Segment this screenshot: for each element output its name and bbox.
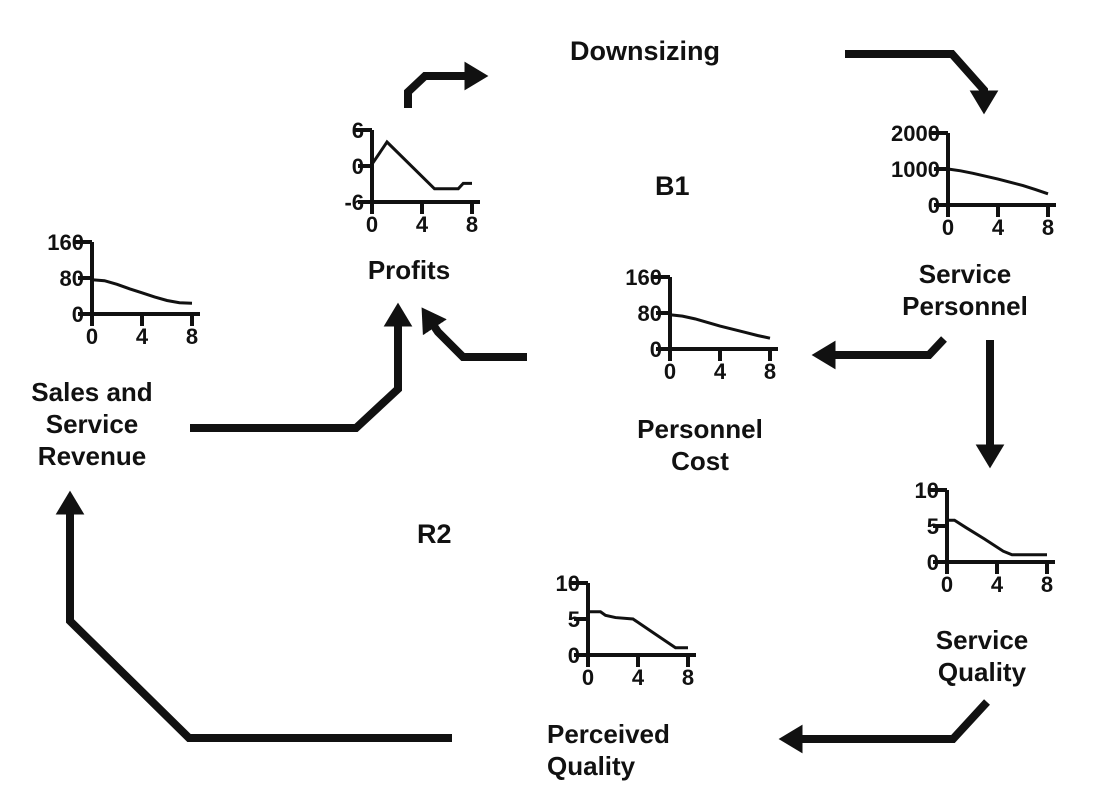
arrow-service-personnel-to-personnel-cost [811,336,947,370]
svg-text:0: 0 [928,193,940,218]
svg-text:0: 0 [941,572,953,597]
svg-text:80: 80 [638,301,662,326]
label-line: Revenue [37,441,147,471]
label-line: Cost [671,446,729,476]
arrow-personnel-cost-to-profits [421,307,527,361]
label-line: Profits [367,255,451,285]
svg-text:160: 160 [625,265,662,290]
arrow-perceived-quality-to-sales-revenue [55,490,452,742]
personnel-cost-label: Personnel Cost [610,413,790,477]
downsizing-label: Downsizing [570,36,720,66]
label-line: Perceived [547,719,670,749]
perceived-quality-label: Perceived Quality [547,718,767,782]
svg-text:4: 4 [136,324,149,349]
svg-text:-6: -6 [344,190,364,215]
sales-service-revenue-label: Sales and Service Revenue [2,376,182,472]
arrow-downsizing-to-service-personnel [845,50,999,115]
service-quality-label: Service Quality [892,624,1072,688]
svg-text:8: 8 [186,324,198,349]
svg-text:0: 0 [568,643,580,668]
svg-text:0: 0 [664,359,676,384]
svg-text:8: 8 [764,359,776,384]
loop-r2-label: R2 [417,519,452,549]
label-line: Service [935,625,1029,655]
label-line: Sales and [31,377,153,407]
service-personnel-chart: 2000 1000 0 0 4 8 [890,121,1070,243]
personnel-cost-chart: 160 80 0 0 4 8 [612,265,792,387]
label-line: Personnel [637,414,763,444]
svg-text:2000: 2000 [891,121,940,146]
svg-text:5: 5 [568,607,580,632]
label-line: Quality [547,751,636,781]
arrow-service-quality-to-perceived-quality [778,699,990,754]
svg-text:8: 8 [1041,572,1053,597]
svg-text:4: 4 [992,215,1005,240]
label-line: Personnel [902,291,1028,321]
svg-text:0: 0 [366,212,378,237]
profits-chart: 6 0 -6 0 4 8 [314,118,494,240]
svg-text:8: 8 [682,665,694,690]
svg-text:0: 0 [72,302,84,327]
svg-text:4: 4 [991,572,1004,597]
svg-text:6: 6 [352,118,364,143]
svg-text:0: 0 [650,337,662,362]
profits-label: Profits [319,254,499,286]
label-line: Quality [937,657,1027,687]
svg-text:5: 5 [927,514,939,539]
label-line: Service [45,409,139,439]
service-personnel-label: Service Personnel [870,258,1060,322]
svg-text:0: 0 [927,550,939,575]
svg-text:4: 4 [632,665,645,690]
arrow-profits-to-downsizing [404,61,489,108]
svg-text:80: 80 [60,266,84,291]
svg-text:0: 0 [352,154,364,179]
svg-text:1000: 1000 [891,157,940,182]
loop-b1-label: B1 [655,171,690,201]
label-line: Service [918,259,1012,289]
svg-text:8: 8 [1042,215,1054,240]
svg-text:4: 4 [714,359,727,384]
arrow-sales-revenue-to-profits [190,302,413,432]
sales-service-revenue-chart: 160 80 0 0 4 8 [34,230,214,352]
perceived-quality-chart: 10 5 0 0 4 8 [530,571,710,693]
service-quality-chart: 10 5 0 0 4 8 [889,478,1069,600]
svg-text:10: 10 [915,478,939,503]
svg-text:0: 0 [582,665,594,690]
svg-text:4: 4 [416,212,429,237]
svg-text:0: 0 [86,324,98,349]
svg-text:0: 0 [942,215,954,240]
svg-text:160: 160 [47,230,84,255]
svg-text:10: 10 [556,571,580,596]
svg-text:8: 8 [466,212,478,237]
